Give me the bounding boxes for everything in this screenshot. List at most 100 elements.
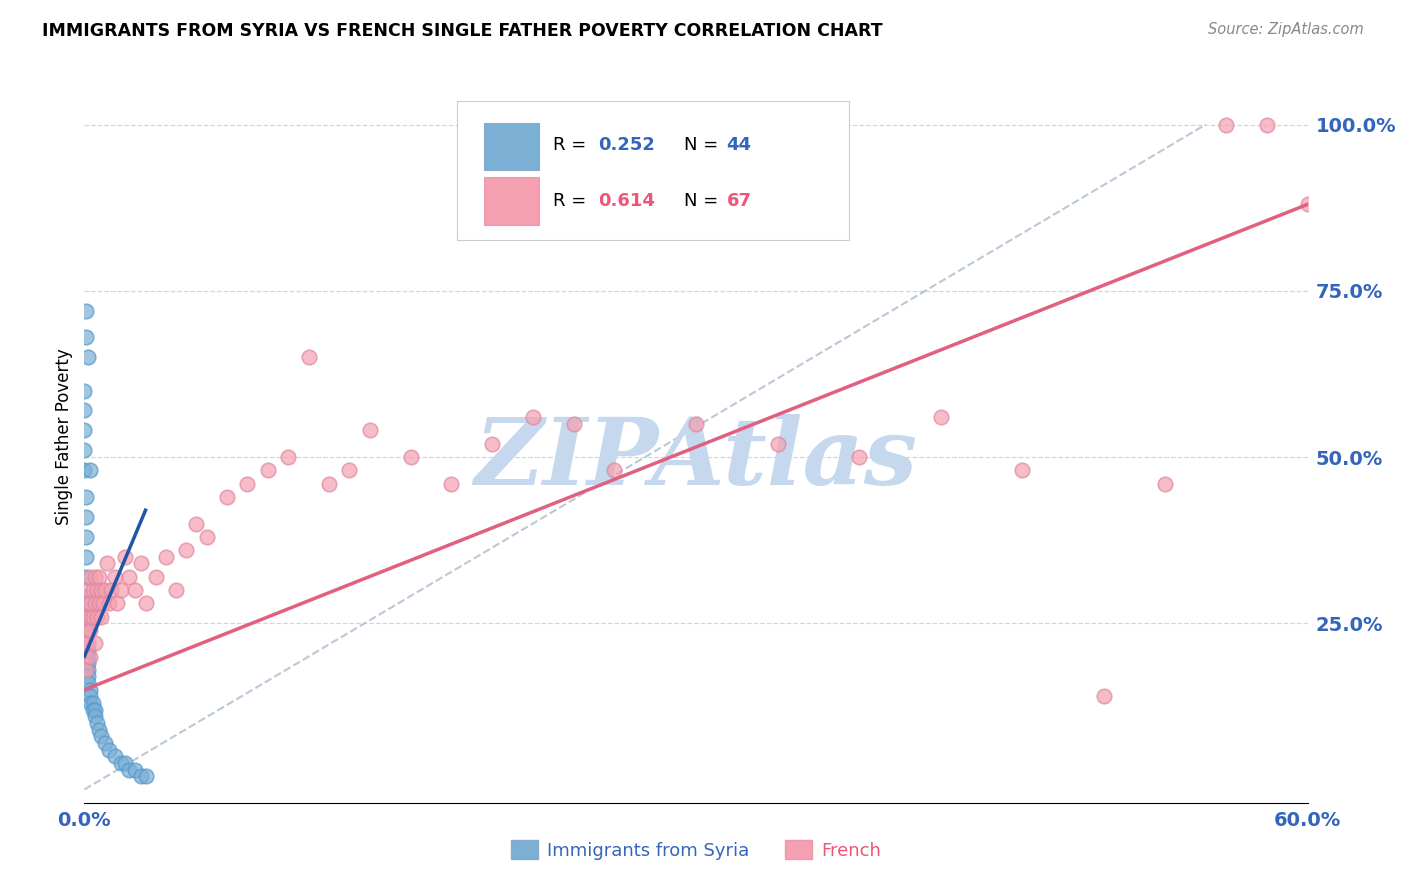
Point (73, 384, 96, 398)
Point (105, 596, 128, 610)
Point (79, 609, 101, 624)
Point (97, 596, 120, 610)
Point (75, 330, 97, 344)
Point (1092, 690, 1115, 704)
Point (79, 463, 101, 477)
Point (75, 623, 97, 637)
Point (100, 582, 122, 597)
Point (1215, 118, 1237, 132)
Point (79, 696, 101, 710)
Point (481, 436, 503, 450)
Point (77, 582, 100, 597)
Point (75, 570, 97, 584)
Point (86, 609, 108, 624)
Text: ZIPAtlas: ZIPAtlas (474, 414, 918, 504)
Point (93, 582, 115, 597)
Point (104, 749, 127, 764)
Point (83, 570, 105, 584)
Point (75, 603, 97, 617)
Point (83, 596, 105, 610)
Point (90, 582, 112, 597)
Point (79, 596, 101, 610)
Point (77, 656, 100, 670)
Text: R =: R = (553, 136, 592, 153)
Point (75, 663, 97, 677)
Point (77, 669, 100, 683)
Point (75, 636, 97, 650)
Point (79, 690, 101, 704)
Point (135, 596, 157, 610)
Point (77, 351, 100, 365)
FancyBboxPatch shape (457, 101, 849, 240)
Point (104, 570, 127, 584)
Point (145, 570, 167, 584)
Point (83, 709, 105, 723)
Point (110, 756, 132, 770)
Point (82, 703, 104, 717)
Point (73, 403, 96, 417)
Point (114, 549, 136, 564)
Point (87, 570, 110, 584)
Text: 0.252: 0.252 (598, 136, 655, 153)
Point (124, 763, 146, 777)
Point (399, 450, 422, 464)
Text: N =: N = (683, 192, 724, 210)
Text: 67: 67 (727, 192, 752, 210)
Point (75, 616, 97, 631)
Point (257, 463, 280, 477)
Point (1296, 197, 1319, 211)
Point (165, 582, 187, 597)
Point (73, 443, 96, 458)
Point (298, 351, 321, 365)
Point (87, 723, 110, 737)
Point (236, 476, 259, 491)
Point (131, 769, 153, 783)
Point (90, 729, 112, 743)
Point (73, 463, 96, 477)
Point (118, 763, 141, 777)
Point (685, 417, 707, 431)
Point (93, 736, 115, 750)
Point (82, 609, 104, 624)
Point (75, 609, 97, 624)
Point (75, 549, 97, 564)
Legend: Immigrants from Syria, French: Immigrants from Syria, French (503, 833, 889, 867)
Point (118, 570, 141, 584)
Point (1256, 118, 1278, 132)
Point (82, 582, 104, 597)
Point (155, 549, 177, 564)
Point (135, 769, 157, 783)
Point (90, 609, 112, 624)
Text: IMMIGRANTS FROM SYRIA VS FRENCH SINGLE FATHER POVERTY CORRELATION CHART: IMMIGRANTS FROM SYRIA VS FRENCH SINGLE F… (42, 22, 883, 40)
Point (929, 410, 952, 425)
Text: R =: R = (553, 192, 592, 210)
Point (75, 490, 97, 504)
Point (318, 476, 340, 491)
Point (82, 696, 104, 710)
Point (73, 649, 96, 664)
Point (359, 424, 381, 438)
Point (75, 590, 97, 604)
Point (174, 543, 197, 558)
Point (114, 756, 136, 770)
Point (186, 516, 208, 531)
FancyBboxPatch shape (484, 178, 540, 225)
Point (77, 676, 100, 690)
Text: Source: ZipAtlas.com: Source: ZipAtlas.com (1208, 22, 1364, 37)
Point (77, 643, 100, 657)
Point (131, 557, 153, 571)
Point (96, 557, 118, 571)
Point (1154, 476, 1177, 491)
Point (79, 682, 101, 697)
Point (562, 417, 585, 431)
Point (110, 582, 132, 597)
Point (522, 410, 544, 425)
Point (195, 530, 218, 544)
Point (79, 649, 101, 664)
Point (124, 582, 146, 597)
Point (77, 596, 100, 610)
Point (97, 742, 120, 756)
Point (766, 436, 789, 450)
Point (1011, 463, 1033, 477)
Point (75, 530, 97, 544)
